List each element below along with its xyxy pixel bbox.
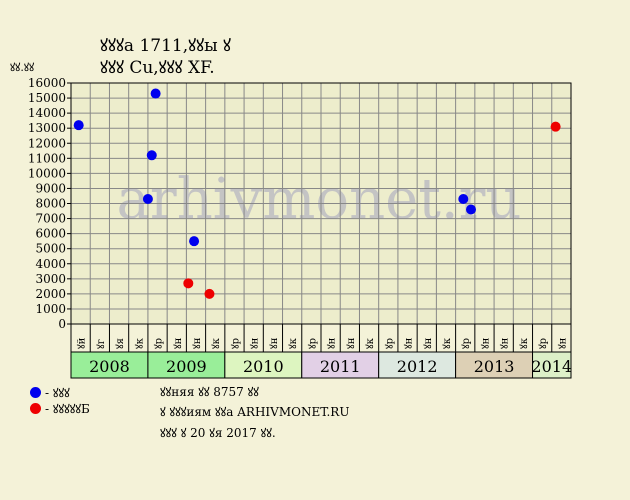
x-quarter-label: ꙋн (192, 337, 203, 349)
x-quarter-label: ꙋр (307, 338, 318, 349)
x-quarter-label: ꙋн (269, 337, 280, 349)
data-point-blue (146, 150, 157, 161)
y-tick-label: 16000 (28, 76, 66, 90)
y-tick-label: 9000 (35, 181, 66, 195)
y-tick-label: 2000 (35, 287, 66, 301)
year-cell (147, 351, 226, 379)
legend-dot-blue (30, 387, 41, 398)
footnote-source: ꙋ ꙋꙋꙋиям ꙋꙋа ARHIVMONET.RU (160, 405, 350, 419)
y-tick-label: 12000 (28, 136, 66, 150)
x-year-label: 2012 (397, 357, 438, 376)
year-cell (455, 351, 534, 379)
data-point-blue (142, 193, 153, 204)
legend-label-red: - ꙋꙋꙋꙋꙋБ (45, 402, 90, 416)
y-tick-label: 13000 (28, 121, 66, 135)
x-quarter-label: ꙋн (423, 337, 434, 349)
x-quarter-label: ꙋя (115, 338, 126, 349)
y-tick-label: 10000 (28, 166, 66, 180)
x-quarter-label: ꙋн (500, 337, 511, 349)
footnote-date: ꙋꙋꙋ ꙋ 20 ꙋя 2017 ꙋꙋ. (160, 426, 276, 440)
data-point-blue (458, 193, 469, 204)
x-year-label: 2009 (166, 357, 207, 376)
x-quarter-label: ꙋк (211, 337, 222, 349)
x-quarter-label: ꙋр (384, 338, 395, 349)
x-quarter-label: ꙋк (288, 337, 299, 349)
y-tick-label: 5000 (35, 242, 66, 256)
x-quarter-label: ꙋр (154, 338, 165, 349)
x-quarter-label: ꙋг (96, 339, 107, 349)
x-quarter-label: ꙋн (480, 337, 491, 349)
data-point-blue (189, 236, 200, 247)
x-year-label: 2013 (474, 357, 515, 376)
x-quarter-label: ꙋн (404, 337, 415, 349)
x-quarter-label: ꙋн (250, 337, 261, 349)
legend-label-blue: - ꙋꙋꙋ (45, 386, 70, 400)
x-year-label: 2011 (320, 357, 361, 376)
y-tick-label: 11000 (28, 151, 66, 165)
year-cell (532, 351, 572, 379)
y-tick-label: 6000 (35, 227, 66, 241)
y-tick-label: 7000 (35, 212, 66, 226)
chart-title-line-1: ꙋꙋꙋа 1711,ꙋꙋы ꙋ (100, 36, 231, 56)
data-point-red (550, 121, 561, 132)
legend-item-blue: - ꙋꙋꙋ (30, 384, 70, 401)
x-quarter-label: ꙋк (442, 337, 453, 349)
x-quarter-label: ꙋн (557, 337, 568, 349)
x-quarter-label: ꙋн (346, 337, 357, 349)
footnote-average: ꙋꙋняя ꙋꙋ 8757 ꙋꙋ (160, 385, 259, 399)
year-cell (224, 351, 303, 379)
y-tick-label: 0 (58, 317, 66, 331)
x-quarter-label: ꙋн (327, 337, 338, 349)
data-point-blue (73, 120, 84, 131)
x-quarter-label: ꙋк (365, 337, 376, 349)
x-quarter-label: ꙋк (519, 337, 530, 349)
x-year-label: 2010 (243, 357, 284, 376)
legend-dot-red (30, 403, 41, 414)
y-tick-label: 1000 (35, 302, 66, 316)
data-point-blue (466, 204, 476, 215)
x-year-label: 2014 (531, 357, 572, 376)
x-year-label: 2008 (89, 357, 130, 376)
data-point-blue (150, 88, 161, 99)
data-point-red (204, 288, 215, 299)
x-quarter-label: ꙋр (461, 338, 472, 349)
x-quarter-label: ꙋр (538, 338, 549, 349)
x-quarter-label: ꙋй (77, 337, 88, 349)
chart-title-line-2: ꙋꙋꙋ Cu,ꙋꙋꙋ XF. (100, 58, 215, 78)
x-quarter-label: ꙋн (173, 337, 184, 349)
plot-frame (70, 82, 572, 325)
x-quarter-label: ꙋр (230, 338, 241, 349)
x-quarter-label: ꙋк (134, 337, 145, 349)
year-cell (301, 351, 380, 379)
y-axis-unit-label: ꙋꙋ.ꙋꙋ (10, 61, 35, 74)
y-tick-label: 15000 (28, 91, 66, 105)
y-tick-label: 4000 (35, 257, 66, 271)
year-cell (70, 351, 149, 379)
y-tick-label: 14000 (28, 106, 66, 120)
y-tick-label: 3000 (35, 272, 66, 286)
data-point-red (183, 278, 194, 289)
legend-item-red: - ꙋꙋꙋꙋꙋБ (30, 400, 90, 417)
watermark-text: arhivmonet.ru (117, 167, 522, 232)
y-tick-label: 8000 (35, 197, 66, 211)
